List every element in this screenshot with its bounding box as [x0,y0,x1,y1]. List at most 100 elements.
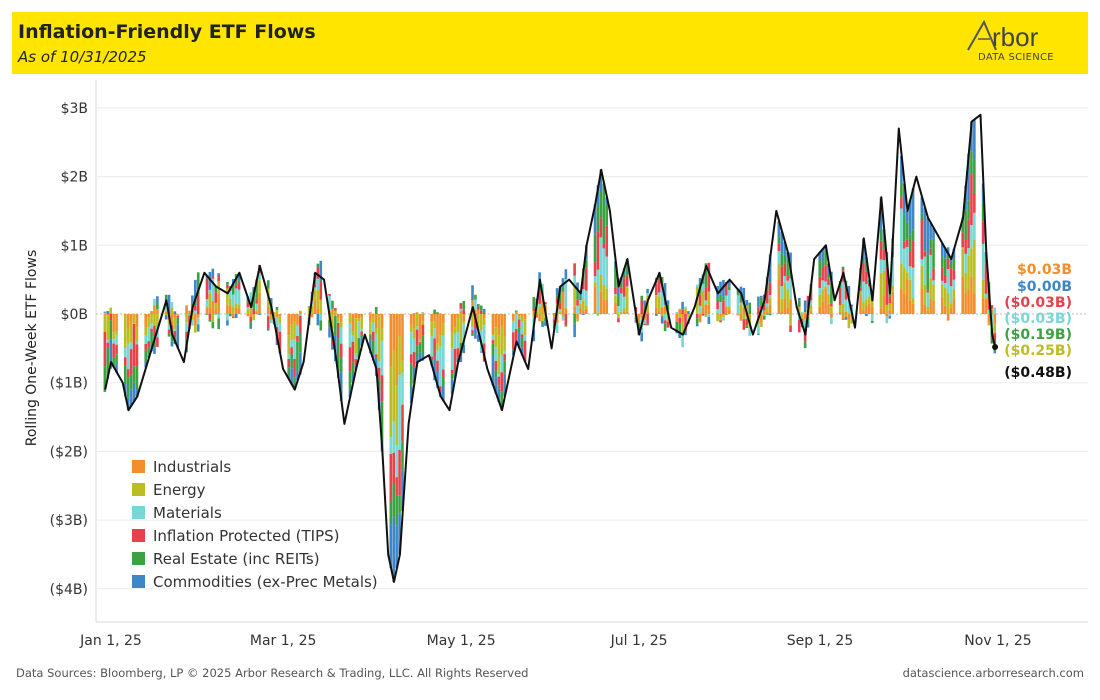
bar-segment [132,314,136,315]
bar-segment [450,369,454,374]
bar-segment [695,323,699,327]
bar-segment [987,322,991,326]
bar-segment [739,302,743,305]
bar-segment [112,357,115,367]
bar-segment [797,319,801,333]
bar-segment [579,300,582,304]
bar-segment [905,239,909,247]
bar-segment [663,304,667,307]
bar-segment [900,288,903,314]
bar-segment [514,311,518,314]
bar-segment [374,307,378,314]
bar-segment [194,305,197,311]
bar-segment [258,280,261,293]
bar-segment [194,325,197,333]
bar-segment [908,234,912,252]
bar-segment [229,306,232,314]
bar-segment [620,311,623,314]
bar-segment [981,244,985,280]
bar-segment [421,324,425,336]
bar-segment [579,303,582,308]
bar-segment [255,310,258,312]
bar-segment [923,250,927,252]
bar-segment [850,306,854,307]
bar-segment [663,323,667,332]
bar-segment [234,303,238,308]
bar-segment [278,316,282,324]
bar-segment [844,284,848,300]
bar-segment [205,307,209,309]
bar-segment [135,366,139,391]
bar-segment [593,286,597,314]
bar-segment [336,338,340,372]
bar-segment [336,322,340,323]
bar-segment [558,292,562,303]
bar-segment [418,352,422,361]
bar-segment [252,287,255,290]
bar-segment [520,334,524,338]
bar-segment [313,289,317,301]
bar-segment [115,314,118,331]
bar-segment [156,296,159,303]
bar-segment [246,307,250,310]
bar-segment [433,309,436,314]
bar-segment [287,335,290,355]
bar-segment [716,309,719,314]
bar-segment [377,314,381,317]
bar-segment [757,333,760,335]
bar-segment [564,279,568,308]
bar-segment [932,228,935,239]
bar-segment [535,311,538,314]
bar-segment [389,314,393,366]
bar-segment [614,295,617,304]
bar-segment [450,331,454,349]
y-tick-label: $2B [61,170,88,186]
bar-segment [252,315,255,321]
bar-segment [722,300,725,314]
legend-label: Energy [153,480,206,499]
bar-segment [296,324,299,327]
bar-segment [684,310,687,314]
bar-segment [409,363,413,388]
bar-segment [296,326,299,336]
bar-segment [538,291,541,304]
bar-segment [786,258,789,277]
bar-segment [943,288,947,306]
bar-segment [389,366,393,438]
bar-segment [926,253,929,291]
bar-segment [369,314,372,323]
bar-segment [103,366,107,392]
bar-segment [237,282,241,290]
bar-segment [479,305,483,311]
bar-segment [357,338,361,357]
bar-segment [287,367,290,379]
bar-segment [442,335,445,370]
legend-item: Materials [132,501,378,524]
bar-segment [561,314,565,317]
bar-segment [824,288,827,314]
bar-segment [538,272,541,285]
bar-segment [736,289,740,295]
bar-segment [156,337,159,347]
bar-segment [637,322,641,323]
bar-segment [923,304,927,314]
bar-segment [827,263,830,275]
bar-segment [144,361,148,368]
bar-segment [208,307,212,314]
bar-segment [961,277,964,314]
bar-segment [109,314,113,321]
bar-segment [622,273,626,279]
bar-segment [827,293,830,304]
bar-segment [196,317,200,319]
bar-segment [783,241,787,255]
bar-segment [503,350,506,355]
bar-segment [462,323,466,345]
bar-segment [211,321,215,329]
bar-segment [681,309,684,314]
bar-segment [903,241,906,249]
bar-segment [640,332,644,342]
bar-segment [167,324,171,330]
bar-segment [698,305,702,314]
bar-segment [520,337,524,348]
bar-segment [208,293,212,308]
